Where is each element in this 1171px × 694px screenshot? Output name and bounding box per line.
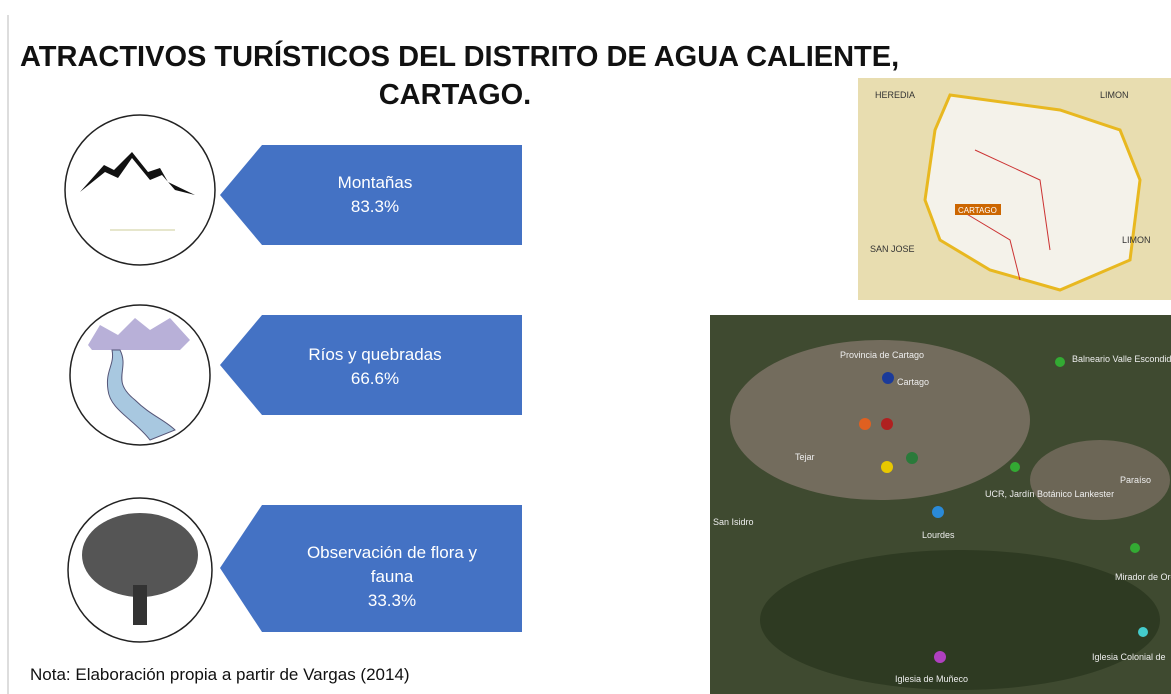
- pin: [934, 651, 946, 663]
- item-label: Observación de flora y: [307, 543, 478, 562]
- title-line1: ATRACTIVOS TURÍSTICOS DEL DISTRITO DE AG…: [20, 39, 899, 73]
- mountain-range: [88, 318, 190, 350]
- map-label: CARTAGO: [958, 206, 997, 215]
- city-badge: [955, 204, 1001, 215]
- label-arrow: [220, 505, 522, 632]
- map-label: HEREDIA: [875, 90, 915, 100]
- urban-area: [1030, 440, 1170, 520]
- pin: [1010, 462, 1020, 472]
- tree-crown: [82, 513, 198, 597]
- map-label: Tejar: [795, 452, 815, 462]
- map-label: UCR, Jardín Botánico Lankester: [985, 489, 1114, 499]
- map-label: Balneario Valle Escondido: [1072, 354, 1171, 364]
- river-icon: [106, 349, 176, 441]
- map-label: Provincia de Cartago: [840, 350, 924, 360]
- item-label: fauna: [371, 567, 414, 586]
- map-label: SAN JOSE: [870, 244, 915, 254]
- item-value: 66.6%: [351, 369, 399, 388]
- pin: [859, 418, 871, 430]
- forest-area: [760, 550, 1160, 690]
- map-label: LIMON: [1100, 90, 1129, 100]
- title-line2: CARTAGO.: [379, 79, 532, 111]
- mountains-icon: [80, 152, 195, 195]
- map-label: Mirador de Orosi: [1115, 572, 1171, 582]
- pin: [882, 372, 894, 384]
- pin: [881, 461, 893, 473]
- map-label: Cartago: [897, 377, 929, 387]
- map-label: LIMON: [1122, 235, 1151, 245]
- map-label: Paraíso: [1120, 475, 1151, 485]
- item-value: 83.3%: [351, 197, 399, 216]
- item-label: Ríos y quebradas: [308, 345, 441, 364]
- pin: [932, 506, 944, 518]
- pin: [881, 418, 893, 430]
- pin: [906, 452, 918, 464]
- icon-circle: [64, 114, 216, 266]
- map-label: Lourdes: [922, 530, 955, 540]
- tree-trunk: [133, 585, 147, 625]
- pin: [1055, 357, 1065, 367]
- item-value: 33.3%: [368, 591, 416, 610]
- road-lines: [959, 149, 1051, 281]
- pin: [1138, 627, 1148, 637]
- province-outline: [923, 93, 1142, 292]
- note: Nota: Elaboración propia a partir de Var…: [30, 665, 410, 684]
- item-label: Montañas: [338, 173, 413, 192]
- urban-area: [730, 340, 1030, 500]
- pin: [1130, 543, 1140, 553]
- label-arrow: [220, 145, 522, 245]
- map-label: San Isidro: [713, 517, 754, 527]
- map-label: Iglesia de Muñeco: [895, 674, 968, 684]
- map-label: Iglesia Colonial de: [1092, 652, 1166, 662]
- label-arrow: [220, 315, 522, 415]
